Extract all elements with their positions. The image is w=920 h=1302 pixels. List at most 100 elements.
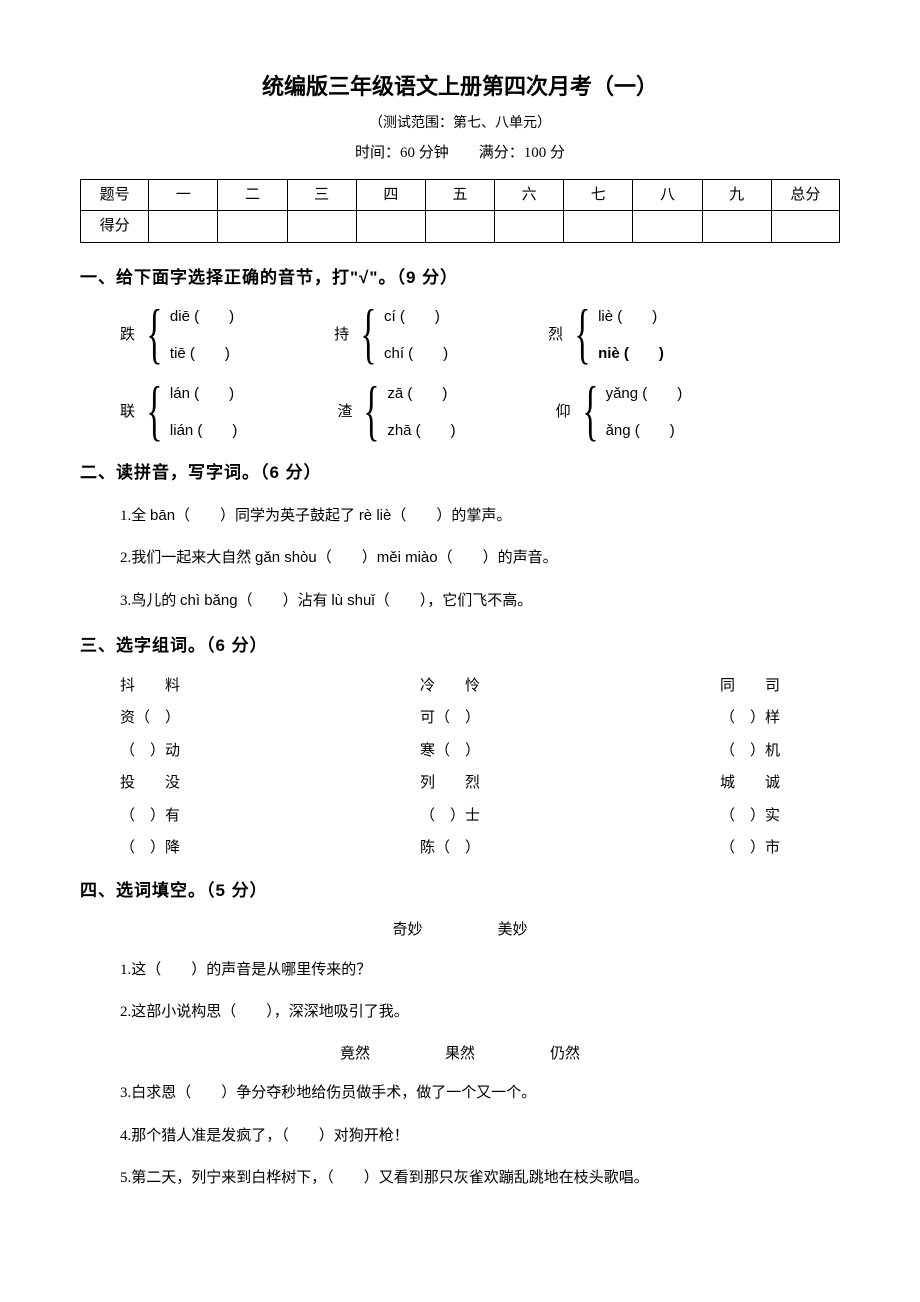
word-pair-1: 奇妙 美妙: [80, 919, 840, 942]
cell: 冷 怜: [340, 675, 560, 698]
char-label: 烈: [548, 324, 563, 347]
exam-page: 统编版三年级语文上册第四次月考（一） （测试范围：第七、八单元） 时间：60 分…: [0, 0, 920, 1247]
s2-q3: 3.鸟儿的 chì bǎng（ ）沾有 lù shuǐ（ ），它们飞不高。: [120, 587, 840, 616]
time-score-info: 时间：60 分钟 满分：100 分: [80, 142, 840, 165]
pinyin-group: 仰 { yǎng ( ) ǎng ( ): [556, 383, 683, 442]
pinyin-group: 烈 { liè ( ) niè ( ): [548, 306, 664, 365]
text: 3.鸟儿的: [120, 593, 180, 609]
th-label: 题号: [81, 179, 149, 211]
opt: yǎng ( ): [606, 383, 683, 406]
char-label: 跌: [120, 324, 135, 347]
cell: （ ）市: [560, 837, 780, 860]
brace-icon: {: [582, 387, 598, 435]
char-label: 渣: [337, 401, 352, 424]
cell: 可（ ）: [340, 707, 560, 730]
s3-col-2: 冷 怜 可（ ） 寒（ ） 列 烈 （ ）士 陈（ ）: [340, 675, 560, 860]
opt: zā ( ): [387, 383, 455, 406]
text: （ ）的声音。: [438, 550, 558, 566]
pinyin-group: 渣 { zā ( ) zhā ( ): [337, 383, 455, 442]
section-2-head: 二、读拼音，写字词。（6 分）: [80, 460, 840, 486]
th-8: 八: [633, 179, 702, 211]
pinyin-options: zā ( ) zhā ( ): [387, 383, 455, 442]
th-3: 三: [287, 179, 356, 211]
cell: （ ）士: [340, 805, 560, 828]
pinyin-options: liè ( ) niè ( ): [598, 306, 664, 365]
s4-q3: 3.白求恩（ ）争分夺秒地给伤员做手术，做了一个又一个。: [120, 1079, 840, 1108]
brace-icon: {: [146, 310, 162, 358]
cell: 寒（ ）: [340, 740, 560, 763]
s2-q1: 1.全 bān（ ）同学为英子鼓起了 rè liè（ ）的掌声。: [120, 502, 840, 531]
td-2: [218, 211, 287, 243]
text: （ ）沾有: [238, 593, 332, 609]
opt: lián ( ): [170, 420, 238, 443]
td-4: [356, 211, 425, 243]
pinyin: bān: [150, 507, 175, 524]
opt: liè ( ): [598, 306, 664, 329]
s4-q1: 1.这（ ）的声音是从哪里传来的？: [120, 956, 840, 985]
th-4: 四: [356, 179, 425, 211]
test-scope: （测试范围：第七、八单元）: [80, 113, 840, 134]
cell: 抖 料: [120, 675, 340, 698]
section-4-head: 四、选词填空。（5 分）: [80, 878, 840, 904]
s4-q4: 4.那个猎人准是发疯了，（ ）对狗开枪！: [120, 1122, 840, 1151]
th-total: 总分: [771, 179, 839, 211]
cell: （ ）实: [560, 805, 780, 828]
cell: （ ）有: [120, 805, 340, 828]
text: （ ）的掌声。: [391, 508, 511, 524]
cell: （ ）机: [560, 740, 780, 763]
score-header-row: 题号 一 二 三 四 五 六 七 八 九 总分: [81, 179, 840, 211]
pinyin-options: cí ( ) chí ( ): [384, 306, 448, 365]
text: 1.全: [120, 508, 150, 524]
s3-col-1: 抖 料 资（ ） （ ）动 投 没 （ ）有 （ ）降: [120, 675, 340, 860]
text: （ ），它们飞不高。: [375, 593, 533, 609]
section-3-head: 三、选字组词。（6 分）: [80, 633, 840, 659]
th-6: 六: [495, 179, 564, 211]
opt: ǎng ( ): [606, 420, 683, 443]
brace-icon: {: [360, 310, 376, 358]
pinyin-row-2: 联 { lán ( ) lián ( ) 渣 { zā ( ) zhā ( ) …: [120, 383, 840, 442]
opt: diē ( ): [170, 306, 234, 329]
td-8: [633, 211, 702, 243]
td-5: [425, 211, 494, 243]
th-2: 二: [218, 179, 287, 211]
s4-q5: 5.第二天，列宁来到白桦树下，（ ）又看到那只灰雀欢蹦乱跳地在枝头歌唱。: [120, 1164, 840, 1193]
td-7: [564, 211, 633, 243]
th-9: 九: [702, 179, 771, 211]
cell: （ ）样: [560, 707, 780, 730]
text: （ ）: [317, 550, 377, 566]
cell: 资（ ）: [120, 707, 340, 730]
opt: zhā ( ): [387, 420, 455, 443]
td-label: 得分: [81, 211, 149, 243]
score-value-row: 得分: [81, 211, 840, 243]
score-table: 题号 一 二 三 四 五 六 七 八 九 总分 得分: [80, 179, 840, 243]
opt: tiē ( ): [170, 343, 234, 366]
td-6: [495, 211, 564, 243]
brace-icon: {: [364, 387, 380, 435]
opt: lán ( ): [170, 383, 238, 406]
cell: （ ）动: [120, 740, 340, 763]
text: （ ）同学为英子鼓起了: [175, 508, 359, 524]
s4-q2: 2.这部小说构思（ ），深深地吸引了我。: [120, 998, 840, 1027]
opt: chí ( ): [384, 343, 448, 366]
pinyin: měi miào: [377, 549, 438, 566]
pinyin: chì bǎng: [180, 592, 238, 609]
section-1-head: 一、给下面字选择正确的音节，打"√"。（9 分）: [80, 265, 840, 291]
pinyin: gǎn shòu: [255, 549, 317, 566]
text: 2.我们一起来大自然: [120, 550, 255, 566]
td-total: [771, 211, 839, 243]
s3-grid: 抖 料 资（ ） （ ）动 投 没 （ ）有 （ ）降 冷 怜 可（ ） 寒（ …: [120, 675, 840, 860]
brace-icon: {: [146, 387, 162, 435]
char-label: 仰: [556, 401, 571, 424]
th-1: 一: [149, 179, 218, 211]
td-1: [149, 211, 218, 243]
opt: niè ( ): [598, 343, 664, 366]
pinyin-group: 持 { cí ( ) chí ( ): [334, 306, 448, 365]
s3-col-3: 同 司 （ ）样 （ ）机 城 诚 （ ）实 （ ）市: [560, 675, 840, 860]
pinyin-row-1: 跌 { diē ( ) tiē ( ) 持 { cí ( ) chí ( ) 烈…: [120, 306, 840, 365]
pinyin-group: 联 { lán ( ) lián ( ): [120, 383, 237, 442]
td-3: [287, 211, 356, 243]
th-7: 七: [564, 179, 633, 211]
cell: 同 司: [560, 675, 780, 698]
char-label: 联: [120, 401, 135, 424]
s2-q2: 2.我们一起来大自然 gǎn shòu（ ）měi miào（ ）的声音。: [120, 544, 840, 573]
